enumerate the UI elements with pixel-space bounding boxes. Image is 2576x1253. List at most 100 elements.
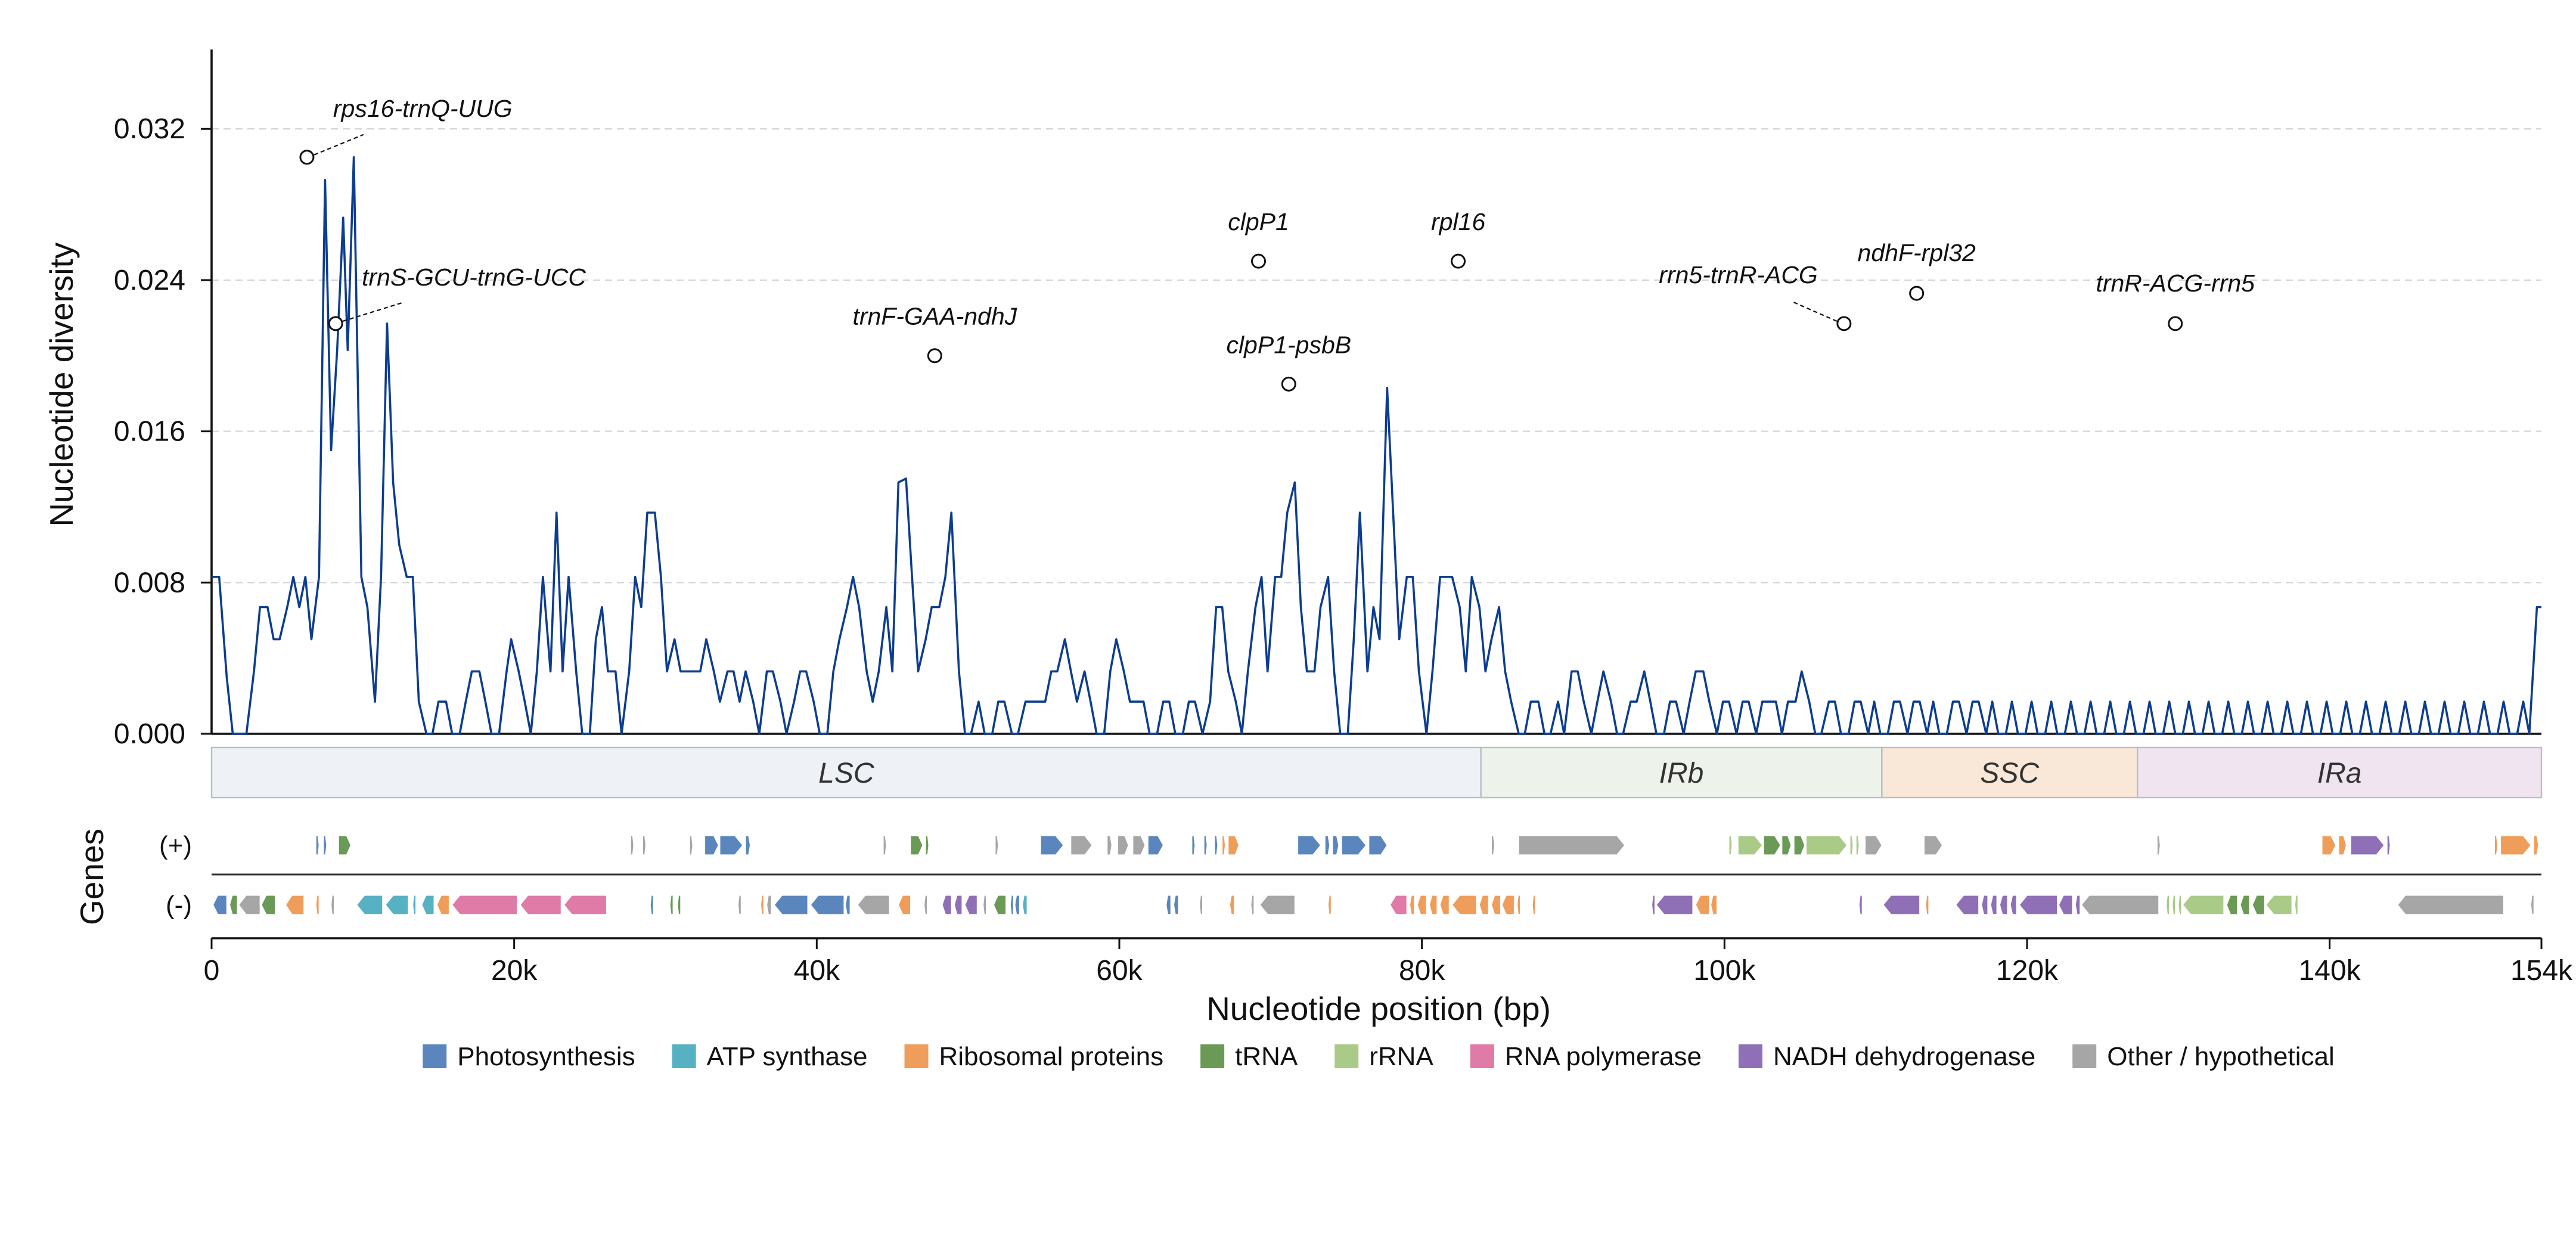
gene-arrow [1040, 835, 1064, 855]
gene-arrow [323, 835, 327, 855]
gene-arrow [1409, 895, 1415, 915]
legend-label: ATP synthase [707, 1042, 868, 1071]
gene-arrow [1147, 835, 1164, 855]
diversity-series-line [212, 156, 2541, 735]
gene-arrow [2397, 895, 2504, 915]
gene-arrow [2338, 835, 2347, 855]
x-tick-label: 140k [2299, 955, 2361, 987]
y-tick-label: 0.024 [114, 265, 185, 296]
gene-arrow [1532, 895, 1536, 915]
legend-swatch [1738, 1044, 1762, 1068]
gene-arrow [1656, 895, 1693, 915]
gene-arrow [1070, 835, 1093, 855]
legend-label: rRNA [1369, 1042, 1433, 1071]
legend-label: RNA polymerase [1505, 1042, 1702, 1071]
peak-marker [927, 348, 942, 364]
gene-arrow [964, 895, 977, 915]
gene-arrow [2019, 895, 2058, 915]
peak-marker [2168, 316, 2183, 331]
gene-arrow [1228, 835, 1240, 855]
peak-marker [1909, 286, 1925, 301]
gene-arrow [1014, 895, 1020, 915]
gene-arrow [2058, 895, 2073, 915]
gene-arrow [421, 895, 434, 915]
gene-arrow [993, 895, 1007, 915]
peak-marker [1251, 253, 1267, 269]
gridlines [212, 128, 2541, 584]
gene-arrow [745, 835, 751, 855]
gene-arrow [229, 895, 238, 915]
gene-arrow [1173, 895, 1179, 915]
gene-arrow [760, 895, 765, 915]
legend-swatch [2072, 1044, 2097, 1068]
peak-label: clpP1-psbB [1226, 331, 1351, 358]
gene-arrow [1923, 835, 1943, 855]
gene-arrow [1010, 895, 1014, 915]
gene-arrow [737, 895, 742, 915]
gene-arrow [2500, 835, 2532, 855]
y-tick-label: 0.008 [114, 567, 185, 598]
y-axis-title: Nucleotide diversity [43, 242, 80, 526]
gene-arrow [285, 895, 305, 915]
gene-arrow [2226, 895, 2238, 915]
strand-label: (+) [159, 831, 192, 860]
gene-arrow [1429, 895, 1438, 915]
legend-swatch [904, 1044, 929, 1068]
legend-label: tRNA [1235, 1042, 1298, 1071]
strand-label: (-) [166, 891, 192, 920]
peak-label: trnF-GAA-ndhJ [852, 303, 1017, 330]
gene-arrow [1221, 835, 1226, 855]
peak-label: rps16-trnQ-UUG [333, 95, 513, 122]
gene-arrow [2010, 895, 2017, 915]
gene-arrow [883, 835, 887, 855]
gene-arrow [689, 835, 693, 855]
gene-arrow [238, 895, 260, 915]
gene-arrow [630, 835, 634, 855]
peak-leader-line [1793, 301, 1838, 322]
peak-label: ndhF-rpl32 [1858, 239, 1976, 266]
x-axis-title: Nucleotide position (bp) [1206, 990, 1551, 1027]
gene-arrow [1651, 895, 1656, 915]
peak-label: clpP1 [1228, 208, 1289, 235]
gene-arrow [774, 895, 808, 915]
gene-arrow [1389, 895, 1407, 915]
gene-arrow [2294, 895, 2298, 915]
gene-arrow [1955, 895, 1979, 915]
gene-arrow [1710, 895, 1718, 915]
gene-arrow [954, 895, 963, 915]
x-tick-label: 100k [1693, 955, 1756, 987]
gene-arrow [1107, 835, 1112, 855]
gene-arrow [2252, 895, 2265, 915]
x-tick-label: 80k [1399, 955, 1445, 987]
peak-label: trnR-ACG-rrn5 [2096, 269, 2255, 297]
gene-arrow [1858, 895, 1863, 915]
legend-label: Other / hypothetical [2107, 1042, 2335, 1071]
gene-arrow [385, 895, 409, 915]
gene-track: (+) (-) [159, 831, 2541, 920]
x-tick-label: 40k [794, 955, 840, 987]
gene-arrow [563, 895, 607, 915]
gene-arrow [910, 835, 923, 855]
gene-arrow [677, 895, 681, 915]
gene-arrow [2265, 895, 2292, 915]
gene-arrow [1728, 835, 1733, 855]
gene-arrow [982, 895, 987, 915]
gene-arrow [1990, 895, 1997, 915]
gene-arrow [1737, 835, 1763, 855]
gene-arrow [1259, 895, 1296, 915]
gene-arrow [719, 835, 743, 855]
legend-swatch [1200, 1044, 1225, 1068]
gene-arrow [1782, 835, 1792, 855]
axes: 0.000 0.008 0.016 0.024 0.032 0 20k 40k 60k 80k 10… [114, 49, 2573, 987]
gene-track-title: Genes [73, 829, 110, 925]
region-block [2137, 746, 2543, 799]
peak-marker [328, 316, 343, 331]
peak-marker [1836, 316, 1852, 331]
gene-arrow [2350, 835, 2385, 855]
gene-arrow [1166, 895, 1171, 915]
gene-arrow [1332, 835, 1339, 855]
peak-leader-line [342, 301, 405, 322]
gene-arrow [1439, 895, 1450, 915]
gene-arrow [669, 895, 674, 915]
x-tick-label: 20k [491, 955, 538, 987]
